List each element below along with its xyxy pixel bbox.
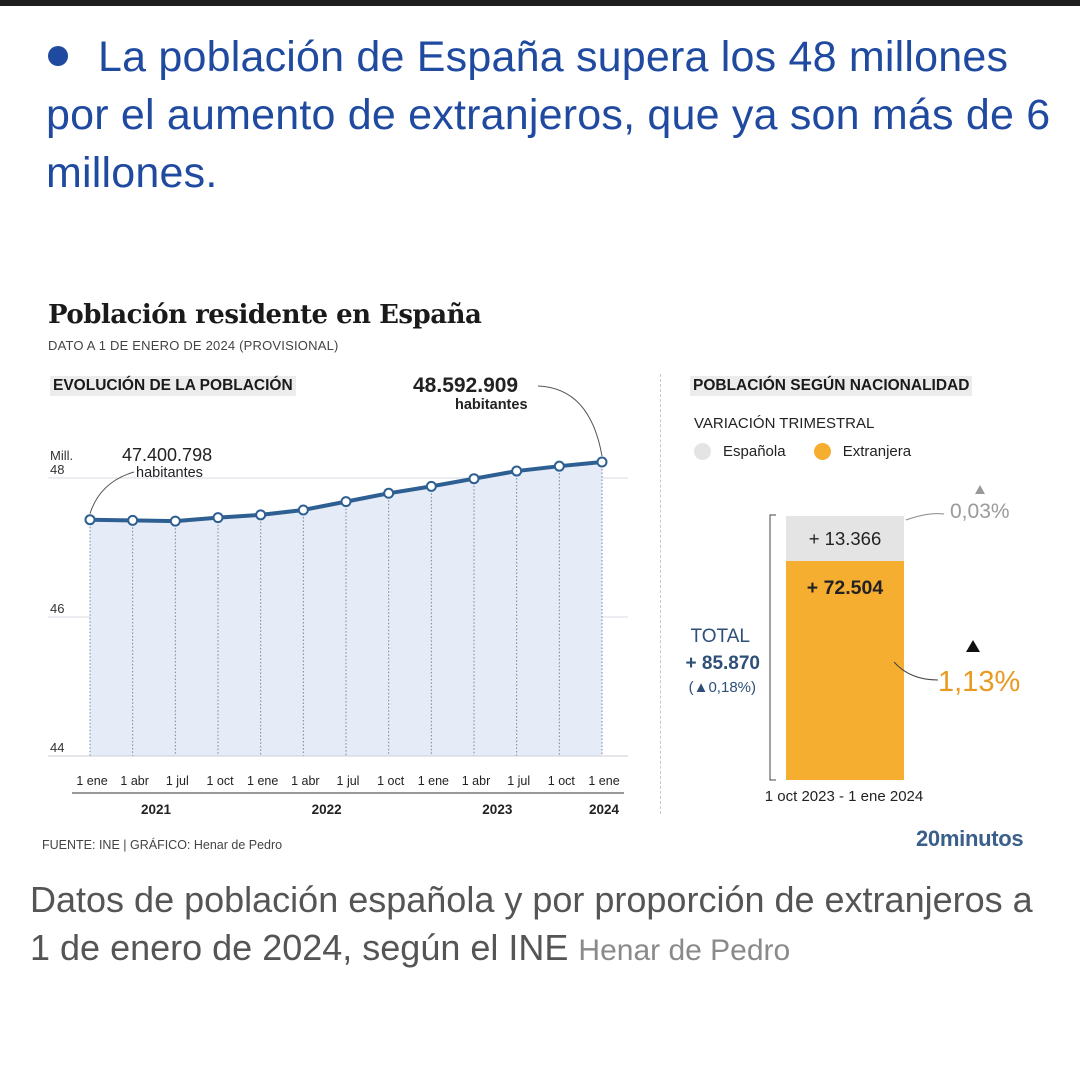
data-point: [425, 480, 437, 492]
data-point: [340, 496, 352, 508]
data-point: [596, 456, 608, 468]
x-category-label: 1 oct 2023 - 1 ene 2024: [765, 788, 923, 805]
source-note: FUENTE: INE | GRÁFICO: Henar de Pedro: [42, 838, 283, 852]
brand-logo: 20minutos: [916, 826, 1024, 851]
x-tick-label: 1 ene: [588, 774, 619, 788]
caption-text: Datos de población española y por propor…: [30, 879, 1033, 968]
up-triangle-icon: [966, 640, 980, 652]
x-tick-label: 1 oct: [548, 774, 576, 788]
bar-segment-extranjera: [786, 561, 904, 780]
annotation-unit: habitantes: [136, 465, 203, 481]
data-point: [297, 504, 309, 516]
infographic: Población residente en España DATO A 1 D…: [0, 290, 1080, 860]
annotation-leader: [537, 385, 603, 457]
x-tick-label: 1 abr: [291, 774, 320, 788]
x-tick-label: 1 abr: [120, 774, 149, 788]
x-tick-label: 1 jul: [166, 774, 189, 788]
x-tick-label: 1 ene: [247, 774, 278, 788]
data-point: [383, 487, 395, 499]
data-point: [255, 509, 267, 521]
section-divider: [660, 374, 661, 814]
legend-item-extranjera: Extranjera: [813, 443, 912, 460]
variation-label: VARIACIÓN TRIMESTRAL: [694, 415, 875, 432]
x-tick-label: 1 jul: [337, 774, 360, 788]
nationality-bar-chart: + 13.366 + 72.504 TOTAL + 85.870 (▲0,18%) 0,0…: [686, 485, 1020, 805]
annotation-leader: [89, 471, 135, 514]
total-label: TOTAL: [691, 626, 750, 647]
bar-label-extranjera: + 72.504: [807, 577, 884, 599]
graphic-title: Población residente en España: [48, 300, 482, 330]
annotation-value: 47.400.798: [122, 445, 212, 465]
legend-swatch-extranjera: [813, 443, 831, 460]
x-year-label: 2023: [482, 802, 513, 817]
pct-label-extranjera: 1,13%: [938, 666, 1020, 698]
data-point: [127, 514, 139, 526]
x-tick-label: 1 ene: [76, 774, 107, 788]
y-tick-label: 44: [50, 740, 64, 755]
x-tick-label: 1 oct: [377, 774, 405, 788]
x-year-label: 2021: [141, 802, 172, 817]
legend-swatch-espanola: [694, 443, 711, 460]
data-point: [511, 465, 523, 477]
y-tick-label: 48: [50, 462, 64, 477]
y-tick-label: 46: [50, 601, 64, 616]
pct-leader-espanola: [905, 513, 945, 521]
graphic-subtitle: DATO A 1 DE ENERO DE 2024 (PROVISIONAL): [48, 338, 339, 353]
legend-label-extranjera: Extranjera: [842, 443, 912, 460]
x-tick-label: 1 oct: [206, 774, 234, 788]
top-bar: [0, 0, 1080, 6]
x-tick-label: 1 ene: [418, 774, 449, 788]
data-point: [212, 512, 224, 524]
pct-label-espanola: 0,03%: [950, 500, 1010, 523]
legend-label-espanola: Española: [723, 443, 786, 460]
data-point: [553, 460, 565, 472]
caption-credit: Henar de Pedro: [578, 934, 791, 967]
x-year-label: 2024: [589, 802, 620, 817]
bar-label-espanola: + 13.366: [809, 528, 882, 549]
legend-item-espanola: Española: [694, 443, 786, 460]
up-triangle-icon: [975, 485, 985, 494]
x-year-label: 2022: [312, 802, 342, 817]
x-tick-label: 1 jul: [507, 774, 530, 788]
data-point: [468, 473, 480, 485]
total-value: + 85.870: [686, 653, 761, 674]
annotation-value: 48.592.909: [413, 374, 518, 397]
y-axis-label: Mill.: [50, 448, 73, 463]
pct-leader-extranjera: [893, 661, 939, 681]
bar-segment-espanola: [786, 516, 904, 561]
data-point: [84, 514, 96, 526]
legend: Española Extranjera: [694, 443, 935, 464]
total-bracket: [769, 514, 776, 781]
data-point: [169, 515, 181, 527]
headline: La población de España supera los 48 mil…: [46, 28, 1056, 202]
bullet-icon: [48, 46, 68, 67]
nationality-heading: POBLACIÓN SEGÚN NACIONALIDAD: [690, 376, 973, 396]
total-pct: (▲0,18%): [689, 679, 756, 696]
x-tick-label: 1 abr: [462, 774, 491, 788]
annotation-unit: habitantes: [455, 397, 528, 413]
headline-text: La población de España supera los 48 mil…: [46, 33, 1051, 197]
evolution-heading: EVOLUCIÓN DE LA POBLACIÓN: [50, 376, 296, 396]
image-caption: Datos de población española y por propor…: [30, 876, 1050, 975]
